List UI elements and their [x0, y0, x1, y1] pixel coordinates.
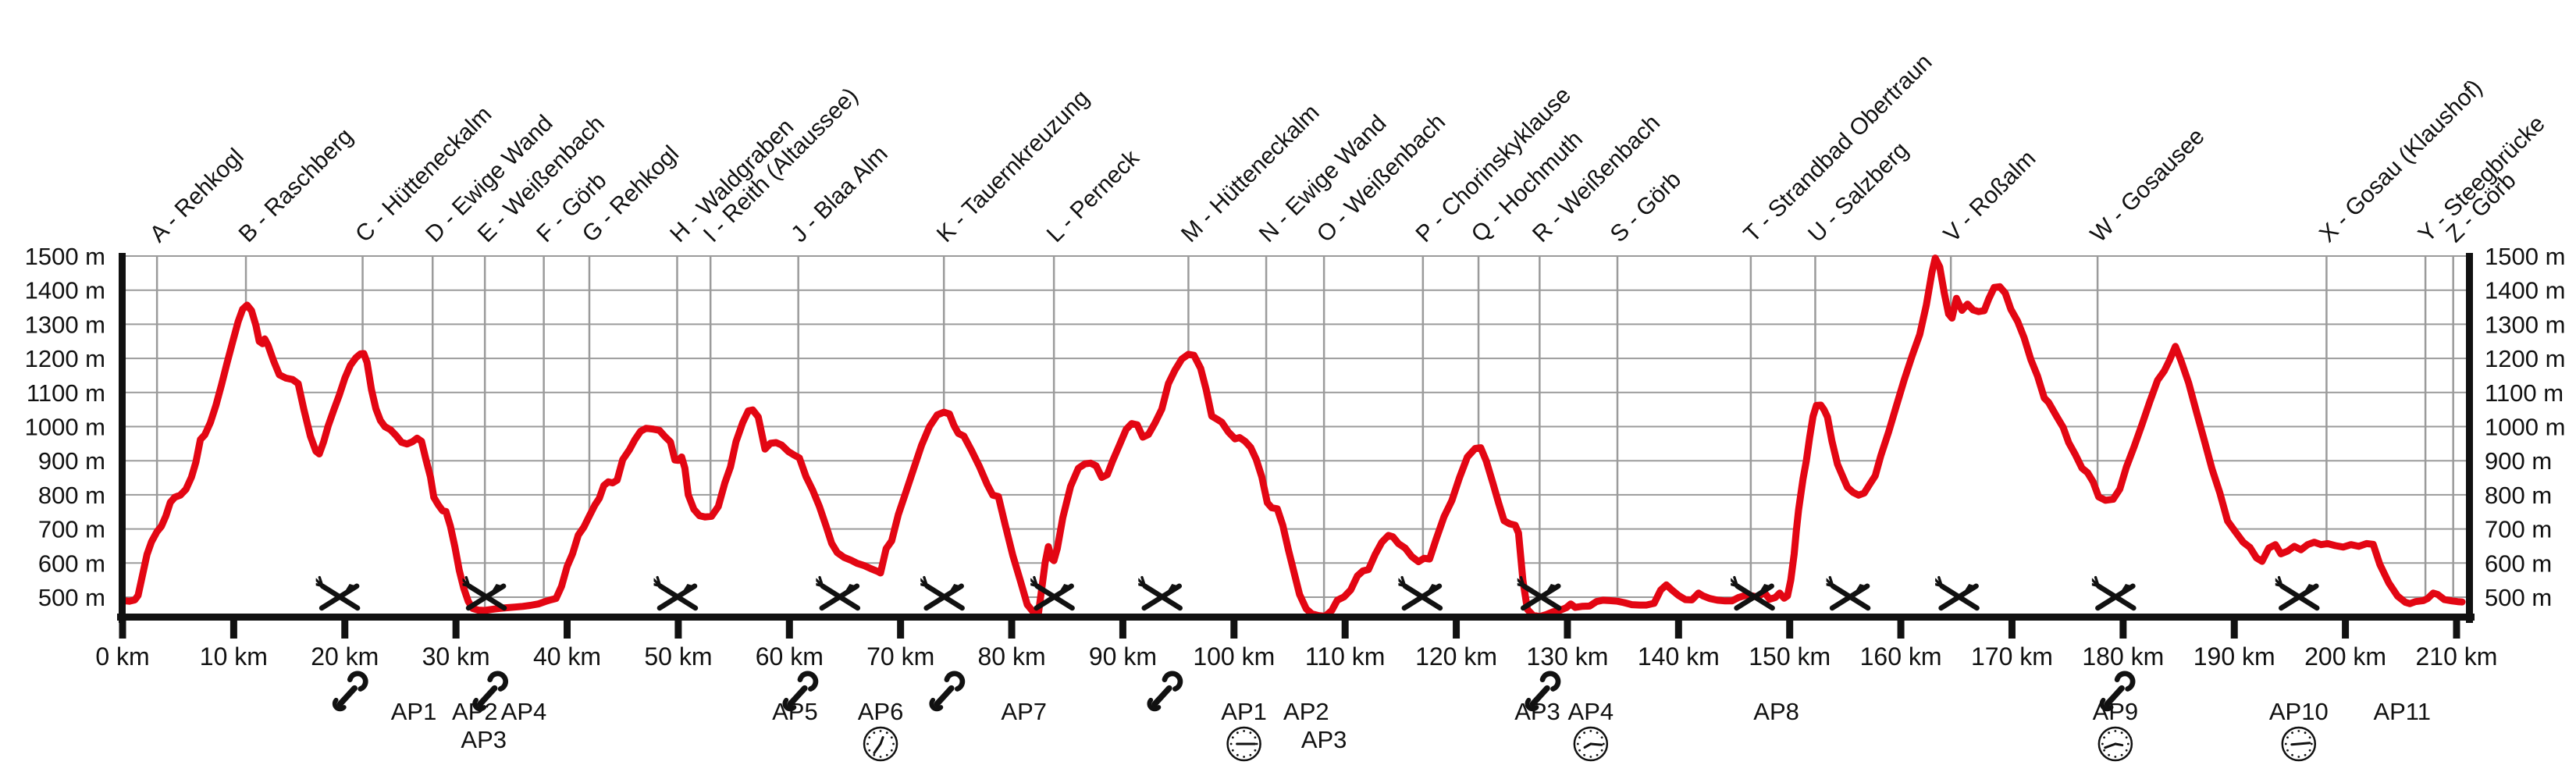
ap-label: AP3	[461, 726, 507, 753]
y-axis-label-right: 500 m	[2485, 584, 2552, 611]
y-axis-label-left: 1500 m	[25, 243, 105, 270]
ap-label: AP3	[1301, 726, 1347, 753]
checkpoint-label: B - Raschberg	[234, 123, 358, 247]
y-axis-label-left: 1000 m	[25, 414, 105, 441]
clock-icon	[863, 726, 898, 762]
x-axis-tick-labels: 0 km 10 km 20 km 30 km 40 km 50 km 60 km 70 km 8…	[95, 642, 2497, 671]
ap-label: AP11	[2373, 698, 2431, 725]
checkpoint-label: S - Görb	[1606, 166, 1687, 247]
x-tick-label: 170 km	[1971, 642, 2053, 671]
x-tick-label: 90 km	[1089, 642, 1157, 671]
ap-label: AP4	[501, 698, 547, 725]
x-tick-label: 40 km	[533, 642, 601, 671]
x-tick-label: 60 km	[756, 642, 824, 671]
clock-icon	[2281, 726, 2317, 762]
y-axis-label-left: 1200 m	[25, 345, 105, 372]
profile-line	[119, 254, 2466, 621]
clock-icon	[1226, 726, 1261, 762]
ap-label: AP1	[391, 698, 437, 725]
y-axis-label-right: 700 m	[2485, 516, 2552, 543]
y-axis-label-right: 1000 m	[2485, 414, 2565, 441]
y-axis-label-left: 1100 m	[27, 379, 105, 407]
ap-label: AP3	[1514, 698, 1560, 725]
y-axis-labels: 500 m 500 m 600 m 600 m 700 m 700 m 800 m 800 m…	[25, 243, 2566, 611]
x-tick-label: 50 km	[644, 642, 712, 671]
checkpoint-label: L - Perneck	[1042, 144, 1145, 247]
axes-layer	[117, 253, 2475, 639]
x-tick-label: 0 km	[95, 642, 149, 671]
checkpoint-label: W - Gosausee	[2086, 123, 2210, 247]
y-axis-label-left: 800 m	[38, 482, 105, 509]
profile-area-layer	[123, 258, 2463, 617]
y-axis-label-right: 900 m	[2485, 447, 2552, 475]
checkpoint-label: I - Reith (Altaussee)	[699, 83, 863, 247]
y-axis-label-right: 1100 m	[2485, 379, 2564, 407]
x-tick-label: 30 km	[422, 642, 490, 671]
y-axis-label-right: 1300 m	[2485, 311, 2565, 338]
y-axis-label-right: 600 m	[2485, 550, 2552, 577]
x-tick-label: 20 km	[311, 642, 379, 671]
x-tick-label: 150 km	[1749, 642, 1831, 671]
y-axis-label-left: 900 m	[38, 447, 105, 475]
x-tick-label: 10 km	[200, 642, 268, 671]
clock-icon	[1573, 726, 1609, 762]
x-tick-label: 200 km	[2304, 642, 2386, 671]
checkpoint-label: M - Hütteneckalm	[1176, 99, 1325, 247]
ap-label: AP7	[1001, 698, 1047, 725]
y-axis-label-right: 1200 m	[2485, 345, 2565, 372]
x-tick-label: 160 km	[1860, 642, 1942, 671]
y-axis-label-right: 1400 m	[2485, 277, 2565, 304]
ap-label: AP2	[1283, 698, 1329, 725]
ap-label: AP6	[858, 698, 904, 725]
y-axis-label-right: 800 m	[2485, 482, 2552, 509]
y-axis-label-left: 1400 m	[25, 277, 105, 304]
x-tick-label: 100 km	[1193, 642, 1275, 671]
checkpoint-label: A - Rehkogl	[145, 144, 249, 247]
y-axis-label-left: 1300 m	[25, 311, 105, 338]
x-tick-label: 190 km	[2194, 642, 2275, 671]
ap-label: AP1	[1221, 698, 1267, 725]
clock-icons	[863, 726, 2317, 762]
x-tick-label: 140 km	[1638, 642, 1720, 671]
x-tick-label: 210 km	[2416, 642, 2498, 671]
x-tick-label: 130 km	[1526, 642, 1608, 671]
ap-label: AP2	[452, 698, 498, 725]
x-tick-label: 180 km	[2082, 642, 2164, 671]
x-tick-label: 110 km	[1305, 642, 1386, 671]
ap-label: AP4	[1568, 698, 1614, 725]
x-tick-label: 120 km	[1415, 642, 1497, 671]
checkpoint-label: V - Roßalm	[1939, 145, 2041, 247]
y-axis-label-left: 600 m	[38, 550, 105, 577]
ap-label: AP10	[2269, 698, 2329, 725]
ap-label: AP8	[1753, 698, 1799, 725]
clock-icon	[2097, 726, 2133, 762]
y-axis-label-left: 500 m	[38, 584, 105, 611]
ap-label: AP5	[772, 698, 818, 725]
x-tick-label: 70 km	[866, 642, 934, 671]
y-axis-label-right: 1500 m	[2485, 243, 2565, 270]
ap-label: AP9	[2093, 698, 2139, 725]
y-axis-label-left: 700 m	[38, 516, 105, 543]
x-tick-label: 80 km	[977, 642, 1045, 671]
